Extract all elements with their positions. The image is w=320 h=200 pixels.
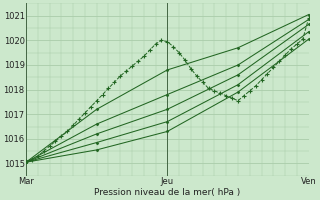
X-axis label: Pression niveau de la mer( hPa ): Pression niveau de la mer( hPa ): [94, 188, 240, 197]
